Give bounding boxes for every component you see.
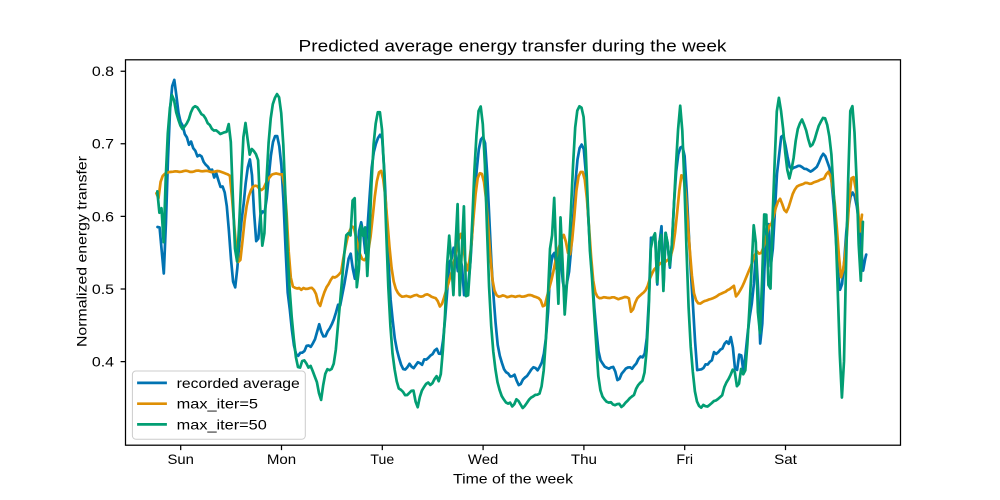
svg-text:0.4: 0.4 <box>92 354 114 370</box>
svg-text:0.7: 0.7 <box>92 136 114 152</box>
svg-text:max_iter=50: max_iter=50 <box>177 416 267 432</box>
svg-text:Normalized energy transfer: Normalized energy transfer <box>74 156 90 347</box>
svg-text:Fri: Fri <box>676 451 693 467</box>
svg-text:Mon: Mon <box>267 451 296 467</box>
svg-text:Time of the week: Time of the week <box>453 471 573 487</box>
svg-text:0.8: 0.8 <box>92 63 114 79</box>
svg-text:0.5: 0.5 <box>92 281 114 297</box>
svg-text:0.6: 0.6 <box>92 208 114 224</box>
svg-text:Wed: Wed <box>468 451 498 467</box>
svg-text:Thu: Thu <box>571 451 597 467</box>
svg-text:Tue: Tue <box>370 451 394 467</box>
svg-text:recorded average: recorded average <box>177 375 300 391</box>
svg-text:max_iter=5: max_iter=5 <box>177 396 259 412</box>
svg-text:Predicted average energy trans: Predicted average energy transfer during… <box>299 37 728 56</box>
svg-text:Sat: Sat <box>774 451 797 467</box>
svg-text:Sun: Sun <box>168 451 194 467</box>
